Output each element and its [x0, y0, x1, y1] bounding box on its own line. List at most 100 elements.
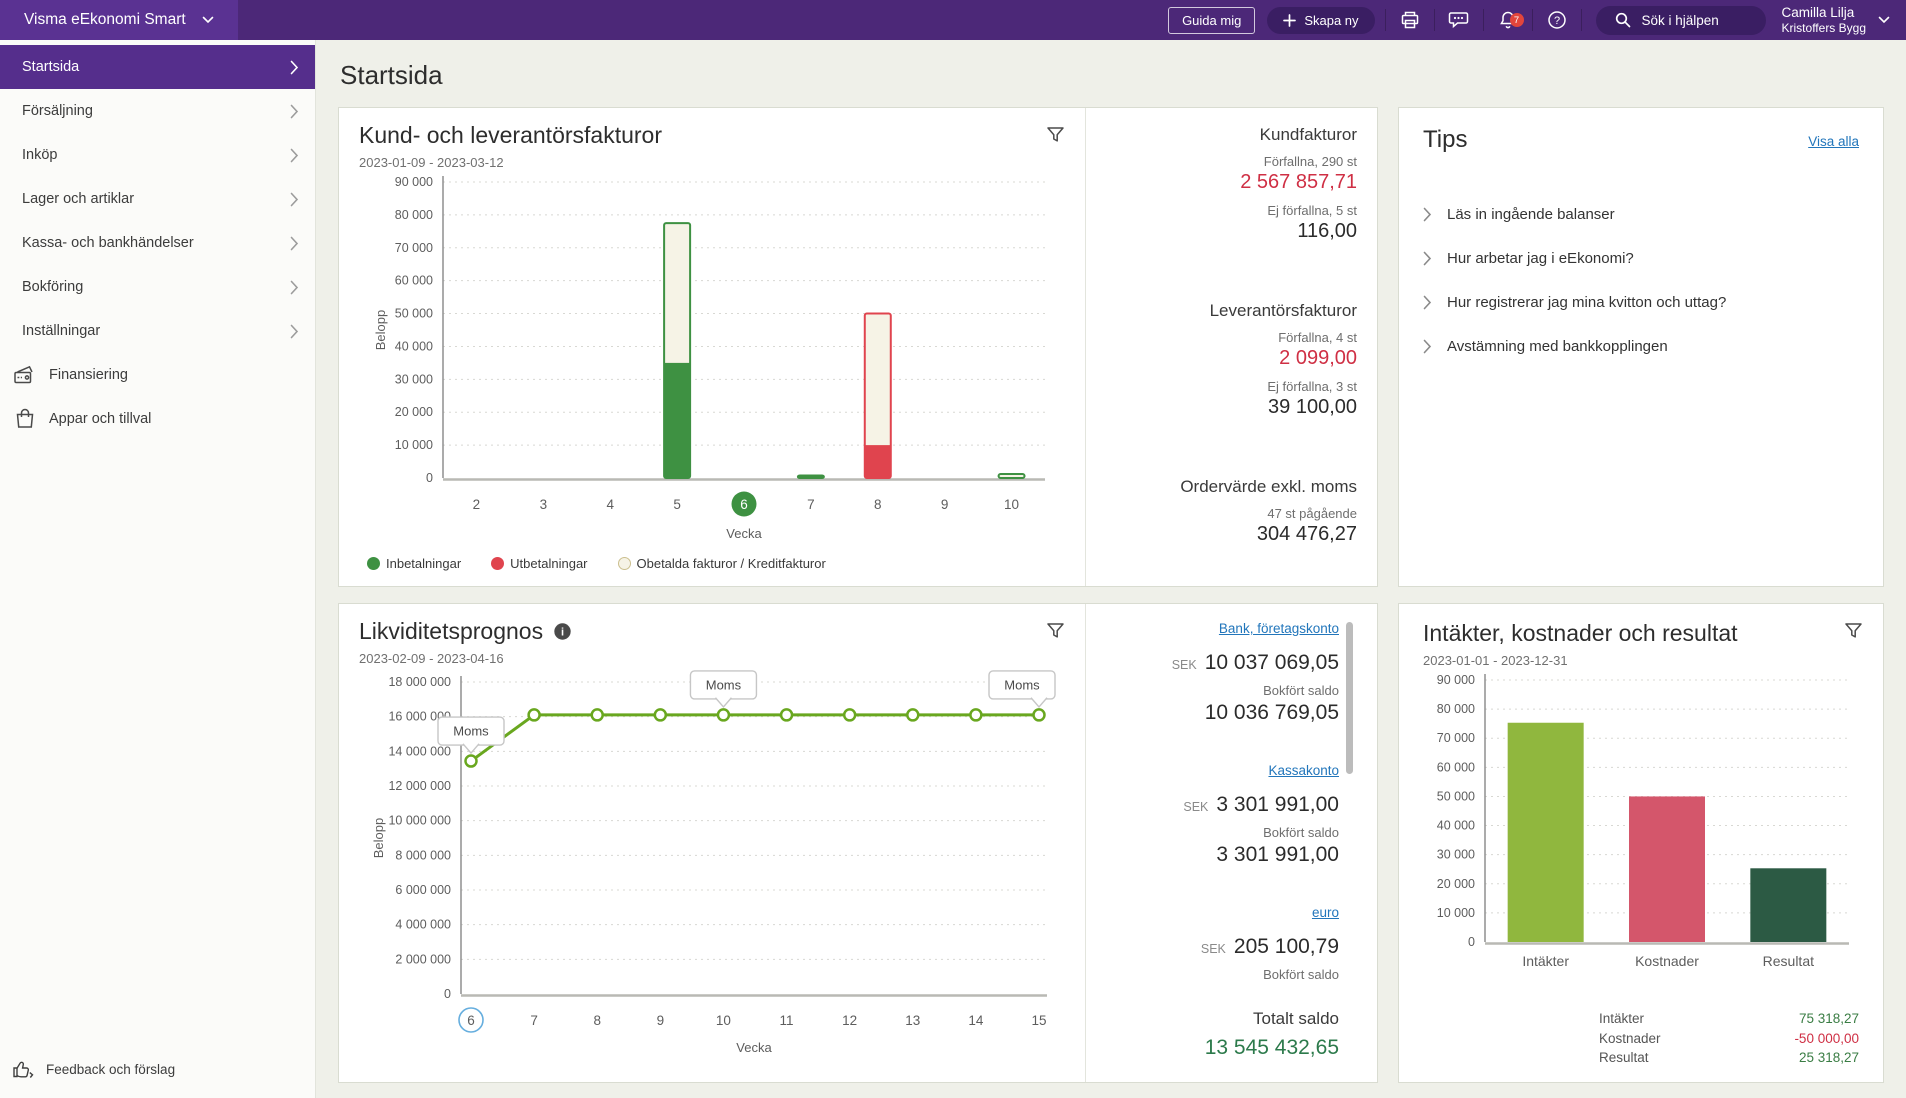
sidebar-item-inkop[interactable]: Inköp	[0, 133, 315, 177]
svg-text:8: 8	[874, 497, 882, 512]
create-new-button[interactable]: Skapa ny	[1267, 7, 1374, 34]
help-search[interactable]: Sök i hjälpen	[1596, 6, 1766, 35]
sidebar-nav: StartsidaFörsäljningInköpLager och artik…	[0, 45, 315, 441]
svg-text:60 000: 60 000	[395, 274, 433, 288]
results-summary-row: Kostnader-50 000,00	[1423, 1029, 1859, 1049]
results-summary-label: Resultat	[1599, 1048, 1749, 1068]
account-link[interactable]: euro	[1312, 905, 1339, 920]
sidebar-item-lager-och-artiklar[interactable]: Lager och artiklar	[0, 177, 315, 221]
account-balance: SEK 3 301 991,00	[1098, 792, 1339, 820]
filter-icon[interactable]	[1046, 622, 1065, 640]
chevron-right-icon	[290, 280, 299, 295]
currency-label: SEK	[1183, 800, 1208, 814]
svg-text:10 000 000: 10 000 000	[388, 814, 451, 828]
chevron-right-icon	[1423, 295, 1432, 310]
tip-item[interactable]: Hur registrerar jag mina kvitton och utt…	[1423, 294, 1859, 311]
booked-balance-label: Bokfört saldo	[1098, 826, 1339, 840]
invoice-summary-row-value: 2 567 857,71	[1098, 170, 1357, 194]
tip-item[interactable]: Läs in ingående balanser	[1423, 206, 1859, 223]
invoices-card-daterange: 2023-01-09 - 2023-03-12	[359, 155, 1071, 170]
sidebar-item-kassa-och-bankhandelser[interactable]: Kassa- och bankhändelser	[0, 221, 315, 265]
svg-text:3: 3	[540, 497, 548, 512]
svg-text:Moms: Moms	[706, 677, 742, 692]
filter-icon[interactable]	[1046, 126, 1065, 144]
topbar: Visma eEkonomi Smart Guida mig Skapa ny …	[0, 0, 1906, 40]
chevron-right-icon	[290, 148, 299, 163]
tip-item-label: Hur arbetar jag i eEkonomi?	[1447, 250, 1634, 267]
sidebar: StartsidaFörsäljningInköpLager och artik…	[0, 40, 316, 1098]
user-info: Camilla Lilja Kristoffers Bygg	[1782, 5, 1866, 35]
invoices-legend: InbetalningarUtbetalningarObetalda faktu…	[359, 556, 1071, 571]
svg-text:80 000: 80 000	[395, 208, 433, 222]
sidebar-item-forsaljning[interactable]: Försäljning	[0, 89, 315, 133]
tip-item[interactable]: Hur arbetar jag i eEkonomi?	[1423, 250, 1859, 267]
legend-item: Inbetalningar	[367, 556, 461, 571]
svg-text:Vecka: Vecka	[736, 1040, 772, 1055]
results-summary-value: -50 000,00	[1749, 1029, 1859, 1049]
svg-text:2: 2	[473, 497, 481, 512]
printer-icon	[1399, 9, 1421, 31]
legend-label: Utbetalningar	[510, 556, 587, 571]
svg-text:Belopp: Belopp	[373, 310, 388, 350]
svg-text:30 000: 30 000	[1437, 848, 1475, 862]
invoice-summary-section: Ordervärde exkl. moms47 st pågående304 4…	[1098, 476, 1357, 546]
filter-icon[interactable]	[1844, 622, 1863, 640]
sidebar-item-startsida[interactable]: Startsida	[0, 45, 315, 89]
invoice-summary-row-label: Ej förfallna, 3 st	[1098, 379, 1357, 394]
account-amount: 205 100,79	[1234, 935, 1339, 958]
feedback-button[interactable]: Feedback och förslag	[0, 1045, 315, 1098]
account-item: euroSEK205 100,79Bokfört saldo205 100,79	[1098, 904, 1339, 982]
accounts-scroll-area[interactable]: Bank, företagskontoSEK10 037 069,05Bokfö…	[1098, 620, 1357, 982]
results-card-title: Intäkter, kostnader och resultat	[1423, 620, 1859, 647]
legend-dot	[491, 557, 504, 570]
shopping-bag-icon	[12, 408, 38, 430]
svg-text:90 000: 90 000	[1437, 673, 1475, 687]
sidebar-item-appar-och-tillval[interactable]: Appar och tillval	[0, 397, 315, 441]
chevron-right-icon	[1423, 339, 1432, 354]
booked-balance-label: Bokfört saldo	[1098, 968, 1339, 982]
help-search-label: Sök i hjälpen	[1642, 13, 1719, 28]
total-balance-value: 13 545 432,65	[1098, 1036, 1339, 1060]
results-summary-label: Intäkter	[1599, 1009, 1749, 1029]
notifications-button[interactable]: 7	[1483, 9, 1532, 31]
svg-text:9: 9	[657, 1013, 665, 1028]
sidebar-item-installningar[interactable]: Inställningar	[0, 309, 315, 353]
user-menu[interactable]: Camilla Lilja Kristoffers Bygg	[1782, 5, 1906, 35]
finance-card-icon	[12, 364, 38, 386]
invoice-summary-row-label: Ej förfallna, 5 st	[1098, 203, 1357, 218]
guide-button[interactable]: Guida mig	[1168, 7, 1255, 34]
account-link[interactable]: Bank, företagskonto	[1219, 621, 1339, 636]
svg-text:40 000: 40 000	[395, 339, 433, 353]
messages-button[interactable]	[1434, 9, 1483, 31]
show-all-link[interactable]: Visa alla	[1808, 134, 1859, 149]
account-item: Bank, företagskontoSEK10 037 069,05Bokfö…	[1098, 620, 1339, 726]
info-icon[interactable]: i	[553, 622, 572, 641]
results-summary-row: Intäkter75 318,27	[1423, 1009, 1859, 1029]
invoices-chart-section: Kund- och leverantörsfakturor 2023-01-09…	[339, 108, 1085, 586]
tip-item[interactable]: Avstämning med bankkopplingen	[1423, 338, 1859, 355]
tip-item-label: Hur registrerar jag mina kvitton och utt…	[1447, 294, 1726, 311]
print-button[interactable]	[1385, 9, 1434, 31]
help-button[interactable]: ?	[1532, 9, 1581, 31]
results-card-daterange: 2023-01-01 - 2023-12-31	[1423, 653, 1859, 668]
invoice-summary-section: KundfakturorFörfallna, 290 st2 567 857,7…	[1098, 124, 1357, 243]
scrollbar-thumb[interactable]	[1346, 622, 1353, 774]
booked-balance-value: 10 036 769,05	[1098, 700, 1339, 726]
chevron-right-icon	[1423, 207, 1432, 222]
account-link[interactable]: Kassakonto	[1268, 763, 1339, 778]
tips-header: Tips Visa alla	[1423, 126, 1859, 154]
account-amount: 3 301 991,00	[1216, 793, 1339, 816]
svg-text:14: 14	[968, 1013, 984, 1028]
app-switcher[interactable]: Visma eEkonomi Smart	[0, 0, 238, 40]
svg-text:10: 10	[1004, 497, 1019, 512]
svg-text:4 000 000: 4 000 000	[395, 918, 451, 932]
tips-title: Tips	[1423, 126, 1467, 154]
legend-dot	[367, 557, 380, 570]
tip-item-label: Läs in ingående balanser	[1447, 206, 1615, 223]
svg-text:0: 0	[426, 471, 433, 485]
svg-text:70 000: 70 000	[395, 241, 433, 255]
notification-badge: 7	[1510, 13, 1524, 27]
sidebar-item-bokforing[interactable]: Bokföring	[0, 265, 315, 309]
sidebar-item-finansiering[interactable]: Finansiering	[0, 353, 315, 397]
invoice-summary-title: Kundfakturor	[1098, 124, 1357, 145]
